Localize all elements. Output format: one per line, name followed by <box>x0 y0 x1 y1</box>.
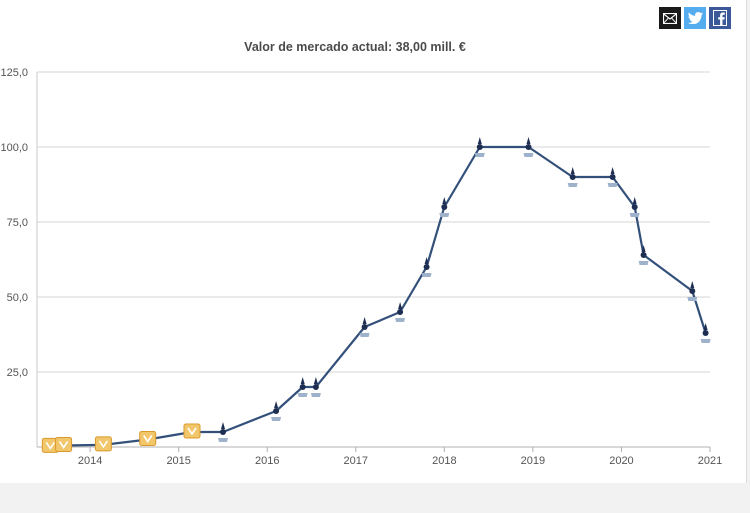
data-point[interactable] <box>439 197 450 217</box>
chart-card: Valor de mercado actual: 38,00 mill. € 2… <box>0 0 747 484</box>
x-tick-label: 2015 <box>166 455 190 467</box>
y-tick-label: 25,0 <box>7 367 28 379</box>
x-tick-label: 2014 <box>78 455 102 467</box>
data-point[interactable] <box>700 323 711 343</box>
y-tick-label: 125,0 <box>0 67 28 79</box>
data-point[interactable] <box>607 167 618 187</box>
x-tick-label: 2018 <box>432 455 456 467</box>
data-point[interactable] <box>271 401 282 421</box>
y-tick-label: 50,0 <box>7 292 28 304</box>
x-tick-label: 2021 <box>698 455 722 467</box>
facebook-icon[interactable] <box>709 7 731 29</box>
data-point[interactable] <box>218 422 228 442</box>
chart-title: Valor de mercado actual: 38,00 mill. € <box>244 40 466 54</box>
data-point[interactable] <box>395 302 406 322</box>
data-point[interactable] <box>638 245 649 265</box>
data-point[interactable] <box>567 167 578 187</box>
data-point[interactable] <box>687 281 698 301</box>
data-point[interactable] <box>297 377 308 397</box>
data-point[interactable] <box>55 437 73 452</box>
x-tick-label: 2016 <box>255 455 279 467</box>
data-point[interactable] <box>421 257 432 277</box>
data-point[interactable] <box>629 197 640 217</box>
data-point[interactable] <box>94 436 112 452</box>
data-point[interactable] <box>523 137 534 157</box>
twitter-icon[interactable] <box>684 7 706 29</box>
market-value-chart: 25,0 50,0 75,0 100,0 125,0 2014 2015 2016 2017 20… <box>0 67 722 467</box>
x-tick-label: 2020 <box>609 455 633 467</box>
data-point[interactable] <box>310 377 321 397</box>
email-icon[interactable] <box>659 7 681 29</box>
x-tick-label: 2017 <box>344 455 368 467</box>
y-tick-label: 75,0 <box>7 217 28 229</box>
y-tick-label: 100,0 <box>0 142 28 154</box>
data-point[interactable] <box>359 317 370 337</box>
plot-area <box>37 72 710 447</box>
f-glyph <box>713 10 727 26</box>
envelope-glyph <box>663 12 677 24</box>
data-point[interactable] <box>139 431 157 446</box>
bird-glyph <box>687 12 703 24</box>
page-footer-strip <box>0 483 750 513</box>
data-point[interactable] <box>474 137 485 157</box>
x-tick-label: 2019 <box>521 455 545 467</box>
data-point[interactable] <box>183 423 201 439</box>
share-buttons <box>659 7 731 29</box>
